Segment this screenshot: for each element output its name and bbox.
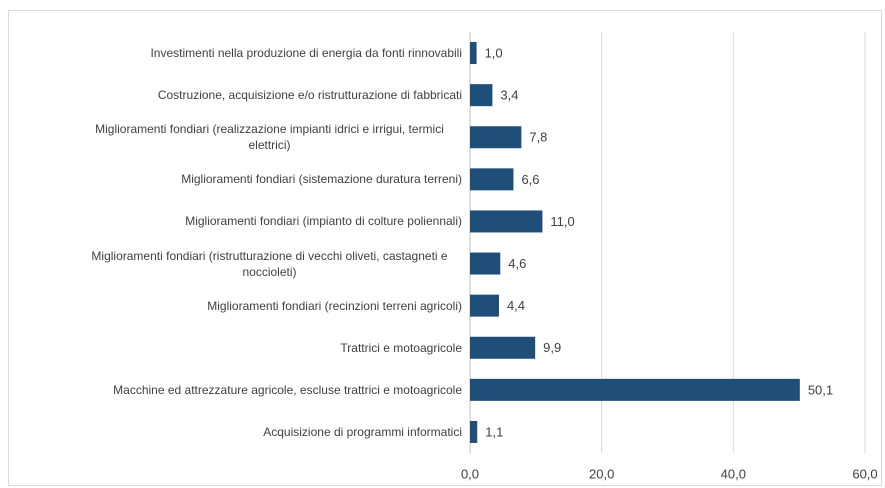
- bar: [470, 84, 493, 107]
- y-tick-label: Miglioramenti fondiari (realizzazione im…: [95, 122, 444, 153]
- y-tick-label: Acquisizione di programmi informatici: [263, 424, 462, 439]
- bar: [470, 126, 522, 149]
- y-tick-label: Investimenti nella produzione di energia…: [150, 46, 462, 61]
- y-tick-label: Macchine ed attrezzature agricole, esclu…: [113, 382, 462, 397]
- data-label: 50,1: [808, 382, 833, 397]
- bar: [470, 168, 514, 191]
- bar: [470, 42, 477, 65]
- y-tick-label: Miglioramenti fondiari (ristrutturazione…: [91, 248, 448, 279]
- x-tick-label: 40,0: [721, 466, 746, 481]
- y-tick-label: Costruzione, acquisizione e/o ristruttur…: [157, 88, 462, 103]
- y-tick-label: Miglioramenti fondiari (sistemazione dur…: [181, 172, 462, 187]
- y-tick-label: Trattrici e motoagricole: [340, 340, 462, 355]
- data-label: 4,4: [507, 298, 525, 313]
- bar: [470, 336, 536, 359]
- data-label: 7,8: [529, 130, 547, 145]
- x-tick-label: 20,0: [589, 466, 614, 481]
- bar: [470, 294, 499, 317]
- data-label: 6,6: [521, 172, 539, 187]
- y-tick-label: Miglioramenti fondiari (recinzioni terre…: [207, 298, 462, 313]
- bar: [470, 420, 478, 443]
- chart-frame: [8, 10, 882, 486]
- data-label: 3,4: [500, 88, 518, 103]
- bar: [470, 378, 800, 401]
- y-tick-label: Miglioramenti fondiari (impianto di colt…: [185, 214, 462, 229]
- data-label: 9,9: [543, 340, 561, 355]
- data-label: 1,1: [485, 424, 503, 439]
- x-tick-label: 0,0: [461, 466, 479, 481]
- data-label: 4,6: [508, 256, 526, 271]
- bar: [470, 210, 543, 233]
- data-label: 1,0: [485, 45, 503, 60]
- data-label: 11,0: [550, 214, 574, 229]
- bar: [470, 252, 501, 275]
- x-tick-label: 60,0: [852, 466, 877, 481]
